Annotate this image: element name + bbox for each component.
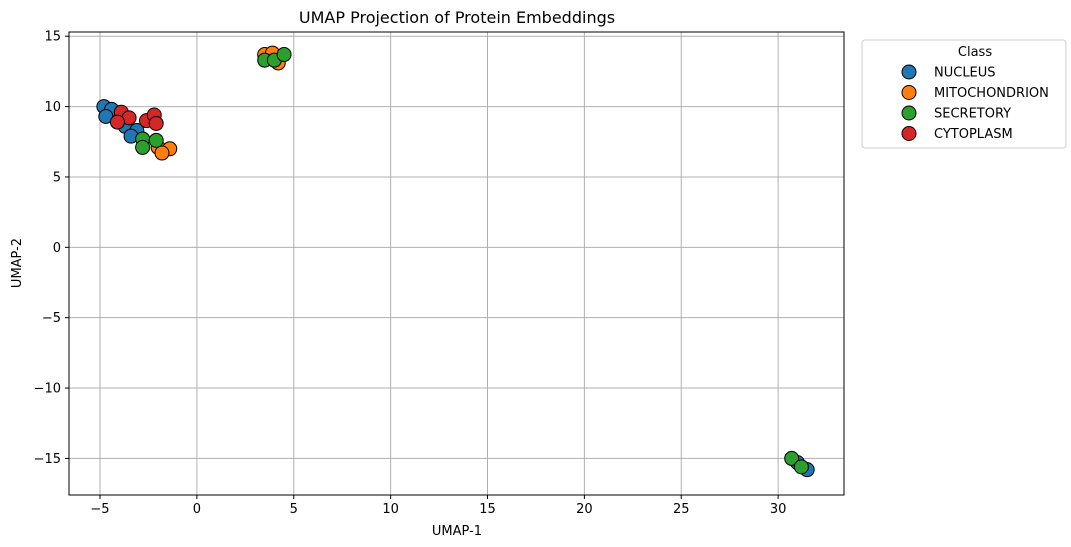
data-point-secretory bbox=[135, 139, 151, 155]
y-tick-label: 15 bbox=[44, 30, 61, 45]
y-tick-label: −15 bbox=[34, 452, 61, 467]
y-tick-label: 5 bbox=[53, 170, 61, 185]
x-tick-label: 5 bbox=[290, 502, 298, 517]
x-tick-label: 15 bbox=[479, 502, 496, 517]
x-tick-label: 30 bbox=[770, 502, 787, 517]
x-tick-label: 20 bbox=[576, 502, 593, 517]
legend-marker-nucleus bbox=[901, 64, 917, 80]
legend-label-nucleus: NUCLEUS bbox=[934, 66, 996, 81]
legend-label-secretory: SECRETORY bbox=[934, 107, 1011, 122]
data-point-mitochondrion bbox=[154, 145, 170, 161]
y-tick-label: −10 bbox=[34, 382, 61, 397]
x-tick-label: 10 bbox=[382, 502, 399, 517]
legend-marker-mitochondrion bbox=[901, 85, 917, 100]
chart-title: UMAP Projection of Protein Embeddings bbox=[299, 8, 615, 27]
x-tick-label: 0 bbox=[193, 502, 201, 517]
x-tick-label: 25 bbox=[673, 502, 690, 517]
legend-marker-secretory bbox=[901, 105, 917, 121]
legend: Class NUCLEUS MITOCHONDRION SECRETORY CYTOP… bbox=[861, 39, 1067, 149]
data-point-secretory bbox=[276, 47, 292, 63]
data-point-cytoplasm bbox=[109, 114, 125, 130]
legend-label-cytoplasm: CYTOPLASM bbox=[934, 127, 1013, 142]
legend-title: Class bbox=[958, 45, 992, 60]
legend-label-mitochondrion: MITOCHONDRION bbox=[934, 86, 1049, 101]
x-tick-label: −5 bbox=[90, 502, 109, 517]
y-tick-label: −5 bbox=[42, 311, 61, 326]
data-point-secretory bbox=[784, 450, 800, 466]
legend-marker-cytoplasm bbox=[901, 126, 917, 141]
data-point-secretory bbox=[148, 132, 164, 148]
plot-frame bbox=[68, 31, 845, 496]
y-tick-label: 0 bbox=[53, 241, 61, 256]
grid bbox=[69, 32, 844, 495]
data-point-cytoplasm bbox=[148, 115, 164, 131]
x-axis-label: UMAP-1 bbox=[432, 524, 482, 539]
axis-ticks: −5 0 5 10 15 20 25 30 −15 −10 −5 0 5 10 15 bbox=[34, 30, 787, 517]
y-axis-label: UMAP-2 bbox=[10, 238, 25, 288]
data-points bbox=[96, 45, 815, 478]
y-tick-label: 10 bbox=[44, 100, 61, 115]
data-point-secretory bbox=[793, 459, 809, 475]
